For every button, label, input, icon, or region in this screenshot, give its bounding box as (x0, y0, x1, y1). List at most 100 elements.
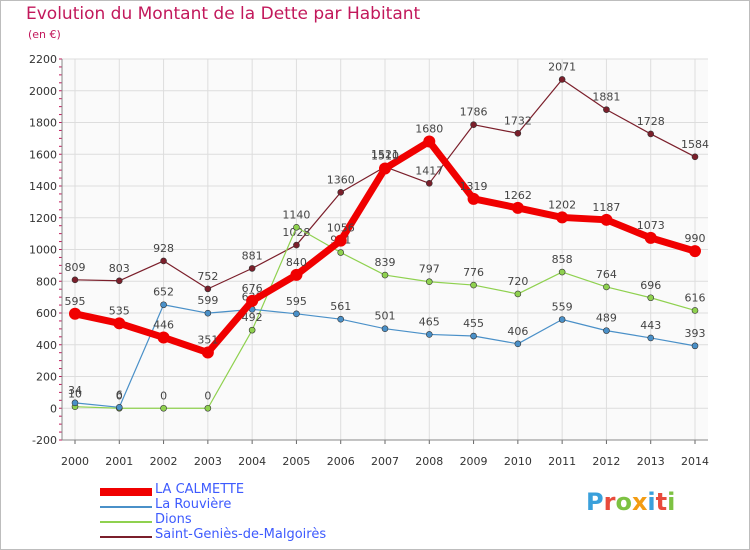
data-point (558, 316, 566, 323)
data-point (425, 331, 433, 338)
logo-letter: o (615, 488, 632, 516)
data-point (603, 327, 610, 334)
data-point (470, 121, 477, 129)
data-label: 595 (286, 295, 307, 308)
data-point (204, 285, 212, 293)
data-label: 406 (507, 325, 528, 338)
data-point (337, 315, 345, 323)
data-label: 0 (160, 389, 167, 402)
data-point (647, 294, 655, 302)
data-label: 1510 (371, 150, 399, 163)
data-label: 858 (552, 253, 573, 266)
data-label: 652 (153, 286, 174, 299)
data-label: 501 (375, 310, 396, 323)
data-label: 990 (685, 232, 706, 245)
y-tick-label: 0 (50, 402, 57, 415)
x-tick-label: 2001 (105, 455, 133, 468)
data-point (160, 257, 167, 265)
data-point (115, 277, 123, 285)
data-point (201, 346, 214, 359)
data-label: 559 (552, 301, 573, 314)
legend-swatch (100, 536, 152, 538)
data-label: 2071 (548, 60, 576, 73)
data-point (603, 106, 610, 113)
chart-title: Evolution du Montant de la Dette par Hab… (26, 4, 421, 24)
legend-item: La Rouvière (100, 497, 500, 513)
data-label: 1187 (592, 201, 620, 214)
chart-unit-label: (en €) (28, 28, 61, 41)
legend-item: Dions (100, 512, 500, 528)
data-label: 1521 (371, 148, 399, 161)
logo-letter: i (647, 488, 656, 516)
data-point (470, 281, 477, 289)
data-label: 443 (640, 319, 661, 332)
x-tick-label: 2002 (150, 455, 178, 468)
data-label: 1728 (637, 115, 665, 128)
x-tick-label: 2008 (415, 455, 443, 468)
x-tick-label: 2012 (592, 455, 620, 468)
data-point (379, 162, 391, 175)
data-point (514, 129, 522, 137)
data-point (467, 192, 480, 205)
data-label: 696 (640, 279, 661, 292)
data-label: 928 (153, 242, 174, 255)
data-label: 1262 (504, 189, 532, 202)
legend-label: Saint-Geniès-de-Malgoirès (155, 527, 327, 542)
data-point (647, 334, 655, 342)
data-point (334, 234, 347, 247)
data-point (647, 130, 655, 138)
data-label: 1584 (681, 138, 709, 151)
data-point (381, 325, 389, 333)
data-label: 776 (463, 266, 484, 279)
data-point (691, 342, 699, 350)
data-point (204, 404, 212, 412)
data-point (600, 213, 613, 226)
y-tick-label: 2000 (29, 85, 57, 98)
legend-item: Saint-Geniès-de-Malgoirès (100, 527, 500, 543)
legend-label: Dions (155, 512, 192, 527)
data-label: 10 (68, 388, 82, 401)
data-label: 489 (596, 312, 617, 325)
data-label: 803 (109, 262, 130, 275)
data-point (425, 278, 433, 286)
y-tick-label: 600 (36, 307, 57, 320)
y-tick-label: 1200 (29, 212, 57, 225)
data-label: 616 (685, 291, 706, 304)
logo-letter: r (603, 488, 616, 516)
y-tick-label: 400 (36, 339, 57, 352)
data-point (246, 294, 259, 307)
logo-letter: t (655, 488, 668, 516)
data-point (204, 309, 212, 317)
data-label: 839 (375, 256, 396, 269)
x-tick-label: 2006 (327, 455, 355, 468)
data-point (71, 399, 79, 407)
logo-letter: x (631, 488, 648, 516)
data-point (425, 180, 433, 187)
data-label: 492 (242, 311, 263, 324)
data-point (115, 403, 123, 411)
y-tick-label: 200 (36, 371, 57, 384)
x-tick-label: 2005 (282, 455, 310, 468)
y-tick-label: 1400 (29, 180, 57, 193)
data-label: 720 (507, 275, 528, 288)
data-point (691, 153, 699, 161)
logo-letter: P (586, 488, 604, 516)
data-label: 1140 (282, 208, 310, 221)
data-point (157, 331, 170, 344)
data-label: 561 (330, 300, 351, 313)
data-label: 1056 (327, 222, 355, 235)
x-tick-label: 2014 (681, 455, 709, 468)
data-label: 599 (197, 294, 218, 307)
data-point (248, 326, 256, 334)
y-tick-label: 1000 (29, 244, 57, 257)
data-label: 1028 (282, 226, 310, 239)
data-label: 595 (65, 295, 86, 308)
data-point (514, 340, 522, 348)
data-point (337, 249, 345, 256)
data-label: 1417 (415, 164, 443, 177)
x-tick-label: 2007 (371, 455, 399, 468)
data-label: 809 (65, 261, 86, 274)
data-point (290, 268, 303, 281)
data-point (691, 307, 699, 314)
